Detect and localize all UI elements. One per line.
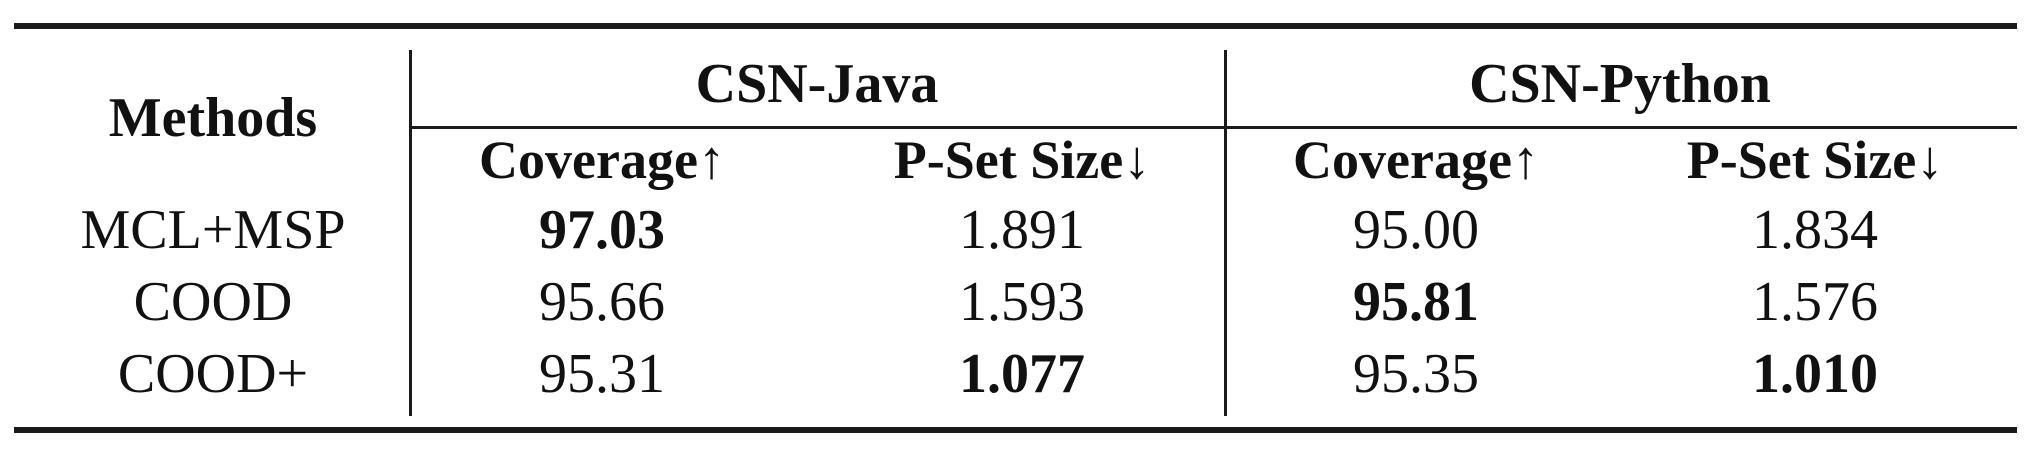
table-cell: 1.891	[959, 199, 1085, 261]
table-row-method: COOD	[133, 271, 293, 333]
group-underline	[1227, 126, 2017, 129]
table-cell: 95.31	[539, 343, 665, 405]
column-separator	[1224, 50, 1227, 416]
table-cell: 1.077	[959, 343, 1085, 405]
table-cell: 95.00	[1353, 199, 1479, 261]
table-cell: 95.81	[1353, 271, 1479, 333]
metric-header-coverage-java: Coverage↑	[479, 130, 725, 190]
top-rule	[14, 23, 2017, 29]
table-cell: 1.593	[959, 271, 1085, 333]
table-cell: 1.010	[1752, 343, 1878, 405]
group-underline	[411, 126, 1224, 129]
table-row-method: MCL+MSP	[80, 199, 346, 261]
table-cell: 97.03	[539, 199, 665, 261]
column-separator	[409, 50, 412, 416]
table-cell: 95.66	[539, 271, 665, 333]
table-row-method: COOD+	[117, 343, 309, 405]
metric-header-coverage-python: Coverage↑	[1293, 130, 1539, 190]
group-header-csn-java: CSN-Java	[695, 53, 939, 115]
metric-header-pset-size-java: P-Set Size↓	[893, 130, 1151, 190]
table-cell: 1.576	[1752, 271, 1878, 333]
table-cell: 1.834	[1752, 199, 1878, 261]
methods-header: Methods	[108, 87, 318, 149]
bottom-rule	[14, 427, 2017, 433]
group-header-csn-python: CSN-Python	[1469, 53, 1771, 115]
table-cell: 95.35	[1353, 343, 1479, 405]
metric-header-pset-size-python: P-Set Size↓	[1686, 130, 1944, 190]
